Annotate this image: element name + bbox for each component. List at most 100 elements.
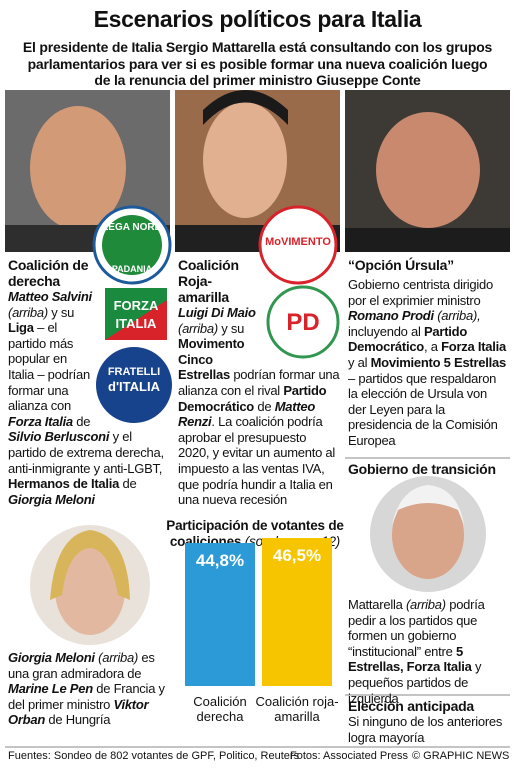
- logo-pd: [266, 285, 340, 359]
- subtitle: El presidente de Italia Sergio Mattarell…: [22, 39, 493, 88]
- text-run: Luigi Di Maio: [178, 305, 256, 320]
- paragraph: Gobierno centrista dirigido por el expri…: [348, 277, 508, 449]
- text-run: Forza Italia: [8, 413, 73, 429]
- text-run: – partidos que respaldaron la elección d…: [348, 370, 498, 448]
- text-run: de Francia y del primer ministro: [8, 681, 165, 712]
- text-run: Mattarella: [348, 597, 406, 612]
- value-label: 44,8%: [195, 551, 245, 571]
- chart: Participación de votantes de coaliciones…: [160, 518, 350, 748]
- text-run: Giorgia Meloni: [8, 491, 95, 507]
- credit: © GRAPHIC NEWS: [412, 750, 510, 762]
- face: [376, 112, 480, 228]
- paragraph: Luigi Di Maio (arriba) y su Movimento Ci…: [178, 305, 340, 508]
- text-run: Silvio Berlusconi: [8, 429, 110, 445]
- category-label: Coalición derecha: [193, 694, 247, 724]
- text-run: Marine Le Pen: [8, 681, 93, 697]
- text-run: y el partido de extrema derecha, anti-in…: [8, 429, 164, 476]
- text-run: Giorgia Meloni: [8, 650, 95, 665]
- suit: [345, 228, 510, 252]
- text-run: Partido Democrático: [348, 323, 468, 355]
- logo-text: PD: [286, 309, 319, 336]
- column-right-wing: Coalición de derecha Matteo Salvini (arr…: [8, 257, 172, 507]
- paragraph: Mattarella (arriba) podría pedir a los p…: [348, 597, 508, 706]
- text-run: . La coalición podría aprobar el presupu…: [178, 414, 336, 508]
- text-run: podría pedir a los partidos que formen u…: [348, 597, 485, 659]
- text-run: Gobierno centrista dirigido por el expri…: [348, 277, 493, 308]
- text-run: , a: [424, 339, 442, 355]
- heading: Elección anticipada: [348, 698, 474, 714]
- text-run: y pequeños partidos de izquierda: [348, 659, 482, 706]
- column-ursula: “Opción Úrsula” Gobierno centrista dirig…: [348, 257, 508, 449]
- bar: 44,8%: [185, 543, 255, 686]
- heading: Coalición Roja-amarilla: [178, 257, 239, 305]
- logo-text: PADANIA: [112, 264, 153, 274]
- hair: [203, 90, 288, 125]
- text-run: Liga: [8, 320, 34, 336]
- text-run: es una gran admiradora de: [8, 650, 155, 681]
- text-run: de: [254, 398, 275, 414]
- logo-space: [96, 257, 172, 429]
- photo-credit: Fotos: Associated Press: [290, 750, 408, 762]
- logo-text: d'ITALIA: [108, 379, 161, 394]
- text-run: y al: [348, 354, 371, 370]
- text-run: (arriba): [94, 650, 139, 665]
- face: [55, 545, 125, 635]
- logo-text: ITALIA: [116, 316, 158, 331]
- logo-text: LEGA NORD: [102, 222, 162, 233]
- title: Escenarios políticos para Italia: [93, 6, 422, 32]
- meloni-text: Giorgia Meloni (arriba) es una gran admi…: [8, 650, 170, 728]
- bar: 46,5%: [262, 538, 332, 686]
- heading: “Opción Úrsula”: [348, 257, 454, 273]
- text-run: Partido Democrático: [178, 382, 327, 414]
- paragraph: Giorgia Meloni (arriba) es una gran admi…: [8, 650, 170, 728]
- category-label: Coalición roja-amarilla: [255, 694, 339, 724]
- column-red-yellow: Coalición Roja-amarilla Luigi Di Maio (a…: [178, 257, 340, 508]
- text-run: Viktor Orban: [8, 696, 149, 728]
- value-label: 46,5%: [272, 546, 322, 565]
- logo-text: FRATELLI: [108, 366, 160, 378]
- transition-text: Mattarella (arriba) podría pedir a los p…: [348, 597, 508, 706]
- logo-m5s: [258, 205, 338, 285]
- logo-text: FORZA: [114, 298, 159, 313]
- paragraph: Si ninguno de los anteriores logra mayor…: [348, 714, 508, 745]
- text-run: Romano Prodi: [348, 308, 434, 324]
- text-run: de: [72, 413, 91, 429]
- text-run: Matteo Salvini: [8, 289, 92, 304]
- text-run: de: [119, 476, 137, 492]
- text-run: (arriba): [405, 597, 446, 612]
- early-election: Elección anticipada Si ninguno de los an…: [348, 698, 508, 745]
- text-run: 5 Estrellas, Forza Italia: [348, 643, 472, 675]
- logo-space: [260, 257, 340, 365]
- logo-text: MoVIMENTO: [265, 236, 331, 248]
- text-run: (arriba): [178, 320, 218, 336]
- face: [392, 491, 464, 579]
- hair: [50, 530, 130, 600]
- text-run: podrían formar una alianza con el rival: [178, 367, 340, 398]
- face: [203, 102, 287, 218]
- logo-lega-inner: [102, 215, 162, 275]
- paragraph: Matteo Salvini (arriba) y su Liga – el p…: [8, 289, 172, 507]
- text-run: incluyendo al: [348, 323, 424, 339]
- text-run: Movimento Cinco Estrellas: [178, 336, 245, 383]
- logo-forza-red: [105, 300, 167, 340]
- text-run: Hermanos de Italia: [8, 476, 120, 492]
- face: [30, 106, 126, 230]
- text-run: Si ninguno de los anteriores logra mayor…: [348, 714, 503, 745]
- text-run: y su: [217, 320, 245, 336]
- text-run: Matteo Renzi: [178, 398, 316, 430]
- sources: Fuentes: Sondeo de 802 votantes de GPF, …: [8, 750, 300, 762]
- text-run: y su: [47, 304, 75, 320]
- transition-heading-box: Gobierno de transición: [348, 461, 508, 477]
- text-run: (arriba),: [433, 308, 481, 324]
- heading: Gobierno de transición: [348, 461, 496, 477]
- text-run: Movimiento 5 Estrellas: [370, 354, 507, 370]
- logo-fratelli: [96, 347, 172, 423]
- text-run: – el partido más popular en Italia – pod…: [8, 320, 91, 414]
- hair: [392, 485, 464, 525]
- text-run: de Hungría: [45, 712, 111, 728]
- heading: Coalición de derecha: [8, 257, 89, 289]
- text-run: Forza Italia: [441, 339, 506, 355]
- text-run: (arriba): [8, 304, 48, 320]
